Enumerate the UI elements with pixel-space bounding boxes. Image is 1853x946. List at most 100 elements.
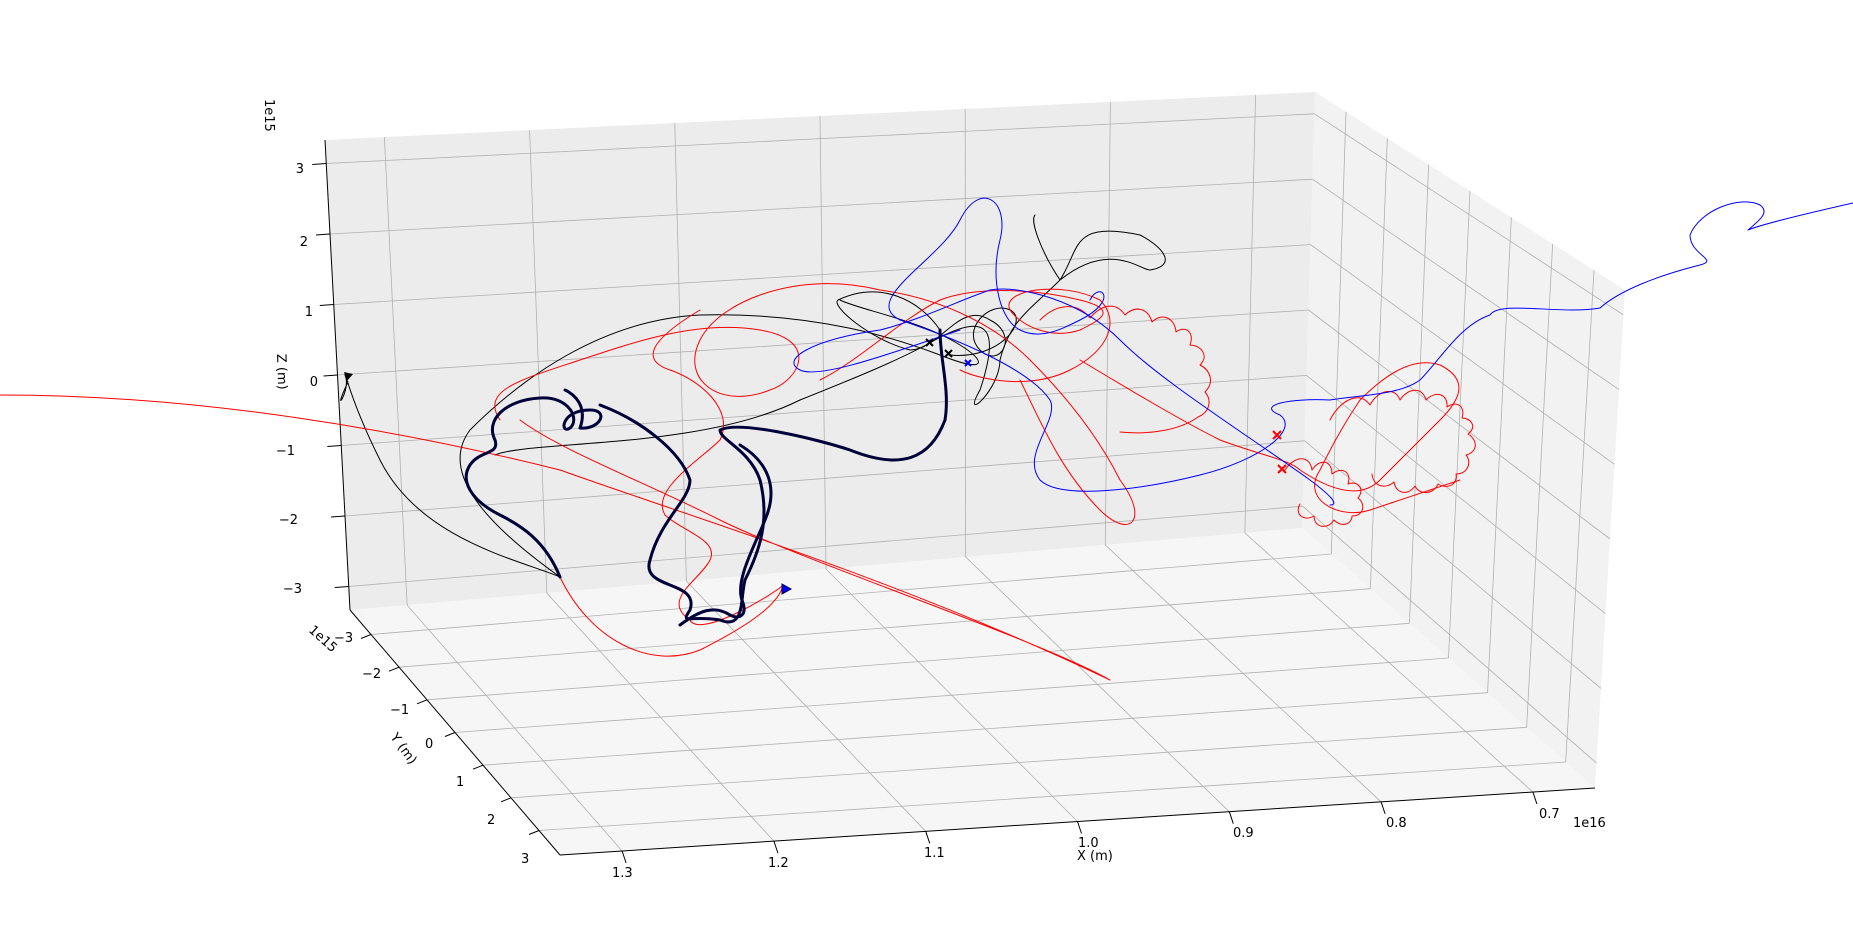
- x-tick-labels: 1.3 1.2 1.1 1.0 0.9 0.8 0.7: [612, 807, 1560, 881]
- x-tick-mark: [1228, 811, 1234, 824]
- series-red-trajectory: [0, 394, 1111, 681]
- series-blue-loop-1: [888, 197, 1105, 335]
- series-red-loop-4: [1079, 359, 1461, 514]
- z-offset-label: 1e15: [261, 99, 276, 132]
- y-grid-line-floor: [510, 726, 1527, 799]
- y-grid-line-floor: [482, 692, 1488, 766]
- z-grid-line-back: [341, 375, 1307, 446]
- x-tick-label: 0.8: [1386, 816, 1407, 831]
- series-red-spirals: [1329, 389, 1476, 493]
- z-grid-line-back: [326, 113, 1315, 164]
- x-tick-mark: [621, 850, 627, 864]
- series-black-trajectory: [340, 374, 561, 578]
- y-tick-label: −2: [362, 667, 381, 682]
- ticks: [312, 163, 1538, 864]
- x-offset-label: 1e16: [1573, 816, 1606, 831]
- z-tick-label: 3: [296, 162, 304, 177]
- y-grid-line-floor: [538, 761, 1566, 831]
- x-tick-mark: [1380, 801, 1386, 815]
- y-tick-mark: [500, 797, 512, 803]
- z-tick-mark: [334, 586, 349, 588]
- z-grid-line-back: [333, 244, 1311, 305]
- z-tick-label: 2: [300, 235, 308, 250]
- series-black-loop-1: [459, 299, 979, 578]
- y-grid-line-floor: [370, 553, 1332, 635]
- x-tick-mark: [925, 831, 931, 844]
- x-axis-label: X (m): [1077, 849, 1113, 864]
- series-black-loop-2: [494, 214, 1166, 456]
- trajectories: [0, 197, 1853, 681]
- z-grid-line-side: [1306, 375, 1606, 615]
- series-red-loop-3: [819, 288, 1111, 382]
- y-tick-label: 3: [521, 852, 529, 867]
- z-tick-mark: [319, 304, 334, 306]
- y-tick-mark: [528, 830, 540, 835]
- series-blue-start-marker: [964, 359, 972, 367]
- z-grid-line-back: [344, 440, 1305, 517]
- series-navy-loop-1: [598, 328, 948, 624]
- x-tick-mark: [773, 840, 779, 854]
- y-tick-label: 0: [425, 737, 433, 752]
- z-grid-line-side: [1308, 309, 1611, 540]
- y-tick-mark: [472, 764, 484, 770]
- x-tick-label: 0.7: [1539, 807, 1560, 822]
- series-navy-trajectory: [464, 388, 603, 579]
- y-tick-label: −1: [390, 703, 409, 718]
- y-tick-label: −3: [334, 631, 353, 646]
- y-tick-mark: [444, 732, 456, 737]
- y-grid-line-floor: [454, 657, 1449, 733]
- z-axis-label: Z (m): [273, 354, 289, 390]
- z-tick-mark: [327, 445, 342, 447]
- z-tick-label: 0: [310, 375, 318, 390]
- series-navy-loop-2: [678, 443, 773, 627]
- z-tick-label: −1: [276, 444, 295, 459]
- series-black-end-marker: [344, 372, 353, 381]
- pane-floor: [350, 528, 1595, 855]
- z-grid-line-side: [1312, 178, 1620, 390]
- z-grid-line-side: [1302, 505, 1597, 764]
- z-grid-line-back: [348, 505, 1303, 587]
- series-red-loop-1: [559, 309, 784, 657]
- series-red-start-marker: [1272, 430, 1287, 474]
- grid-lines: [326, 94, 1624, 852]
- x-tick-mark: [1077, 821, 1082, 834]
- z-tick-mark: [315, 233, 331, 236]
- y-tick-label: 1: [456, 775, 464, 790]
- series-red-coils: [1039, 305, 1211, 434]
- z-tick-label: 1: [305, 305, 313, 320]
- z-grid-line-side: [1310, 244, 1615, 465]
- series-red-spirals-2: [1284, 458, 1364, 527]
- series-navy-end-marker: [781, 583, 793, 595]
- trajectory-markers: [344, 338, 1287, 595]
- pane-back: [325, 92, 1315, 610]
- y-grid-line-floor: [398, 588, 1371, 668]
- y-axis-label: Y (m): [386, 730, 419, 768]
- z-tick-label: −3: [283, 582, 302, 597]
- x-tick-label: 1.2: [768, 856, 789, 871]
- z-grid-line-back: [329, 178, 1313, 235]
- y-tick-labels: −3 −2 −1 0 1 2 3: [334, 631, 529, 867]
- z-tick-labels: −3 −2 −1 0 1 2 3: [276, 162, 318, 597]
- y-tick-mark: [388, 666, 400, 672]
- y-offset-label: 1e15: [305, 623, 339, 656]
- z-tick-mark: [312, 163, 327, 165]
- y-tick-mark: [360, 634, 372, 639]
- y-grid-line-floor: [426, 622, 1410, 701]
- y-tick-label: 2: [487, 813, 495, 828]
- x-tick-label: 1.0: [1078, 836, 1099, 851]
- x-tick-label: 1.1: [924, 846, 945, 861]
- z-grid-line-side: [1314, 113, 1624, 316]
- x-tick-mark: [1532, 791, 1538, 805]
- series-red-loop-2: [494, 283, 1136, 525]
- y-tick-mark: [416, 699, 428, 705]
- series-blue-loop-2: [793, 288, 1335, 506]
- z-tick-mark: [330, 515, 346, 518]
- z-grid-line-side: [1304, 440, 1602, 689]
- z-tick-label: −2: [279, 513, 298, 528]
- series-blue-trajectory: [899, 201, 1853, 492]
- series-black-start-marker: [925, 338, 953, 358]
- x-tick-label: 1.3: [612, 866, 633, 881]
- x-tick-label: 0.9: [1233, 826, 1254, 841]
- z-tick-mark: [323, 374, 338, 377]
